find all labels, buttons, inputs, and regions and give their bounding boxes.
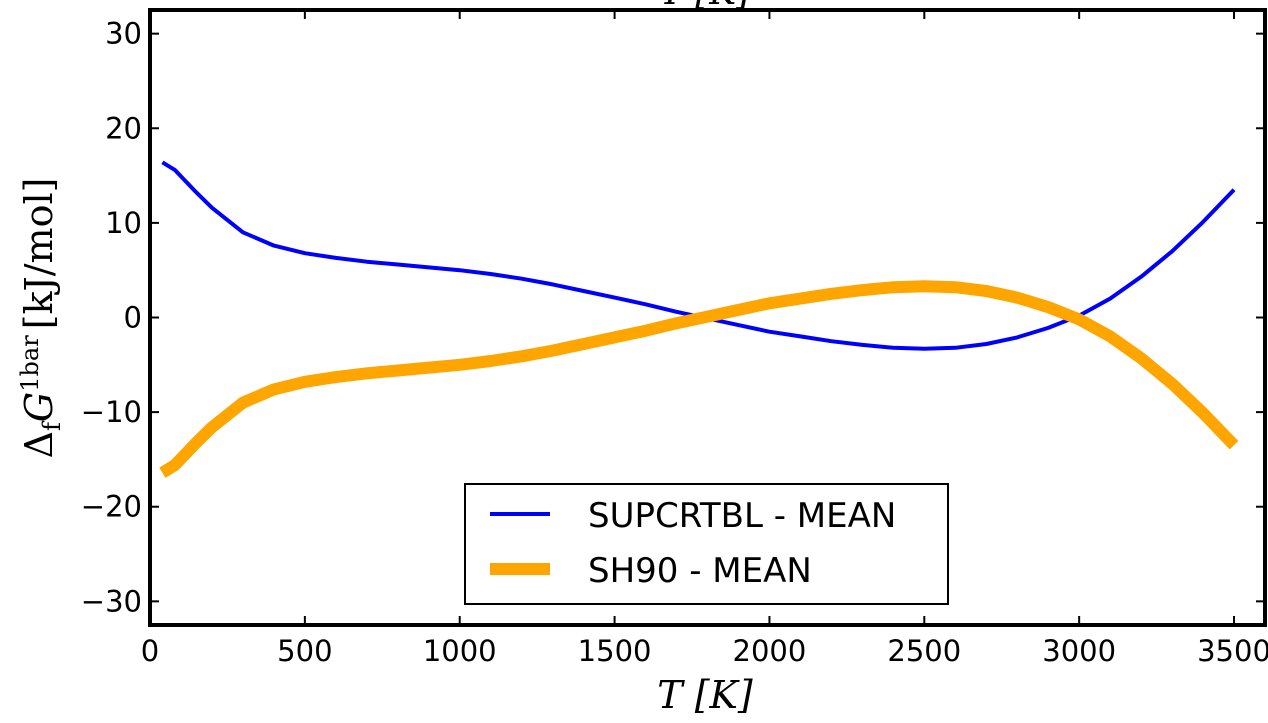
y-axis: −30 −20 −10 0 10 20 30	[81, 17, 1265, 618]
legend-label-sh90: SH90 - MEAN	[588, 551, 812, 591]
series-layer	[159, 160, 1239, 478]
y-label-units: [kJ/mol]	[17, 178, 61, 330]
x-axis: 0 500 1000 1500 2000 2500 3000 3500	[141, 10, 1268, 668]
x-tick-label: 2000	[733, 634, 807, 668]
y-label-symbol: G	[17, 392, 61, 422]
y-tick-label: 20	[105, 111, 142, 145]
y-tick-label: −20	[81, 490, 142, 524]
legend-label-supcrtbl: SUPCRTBL - MEAN	[588, 496, 896, 536]
y-tick-label: −30	[81, 584, 142, 618]
y-label-delta: Δ	[17, 431, 61, 458]
series-line-supcrtbl	[161, 160, 1236, 351]
series-line-sh90	[159, 280, 1239, 478]
x-tick-label: 3000	[1042, 634, 1116, 668]
y-tick-label: 0	[124, 301, 142, 335]
x-tick-label: 0	[141, 634, 159, 668]
svg-text:ΔfG1bar[kJ/mol]: ΔfG1bar [kJ/mol]	[16, 178, 66, 459]
x-tick-label: 1500	[578, 634, 652, 668]
y-label-symbol-sup: 1bar	[16, 335, 44, 392]
y-tick-label: 30	[105, 17, 142, 51]
y-label-delta-sub: f	[38, 420, 66, 431]
x-tick-label: 500	[277, 634, 332, 668]
x-tick-label: 3500	[1197, 634, 1268, 668]
legend-box	[464, 483, 949, 605]
y-tick-label: −10	[81, 395, 142, 429]
x-tick-label: 1000	[423, 634, 497, 668]
y-tick-label: 10	[105, 206, 142, 240]
x-tick-label: 2500	[887, 634, 961, 668]
legend: SUPCRTBL - MEAN SH90 - MEAN	[464, 483, 949, 605]
y-axis-label: ΔfG1bar [kJ/mol]	[16, 178, 66, 459]
x-axis-label: T [K]	[657, 673, 753, 717]
